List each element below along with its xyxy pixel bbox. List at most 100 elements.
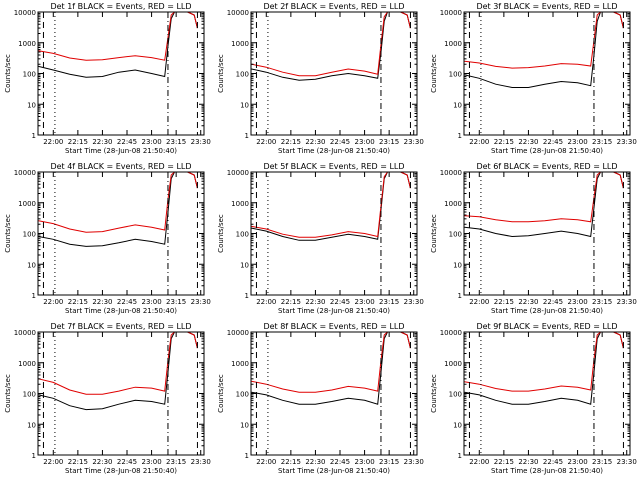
y-axis-label: Counts/sec	[217, 214, 225, 253]
y-tick-label: 1000	[444, 360, 462, 368]
x-tick-label: 22:00	[256, 458, 276, 466]
x-tick-label: 22:00	[469, 458, 489, 466]
x-tick-label: 23:00	[141, 298, 161, 306]
y-tick-label: 100	[449, 391, 462, 399]
y-tick-label: 1	[245, 132, 249, 140]
plot-frame	[250, 331, 418, 456]
y-tick-label: 100	[236, 71, 249, 79]
y-tick-label: 1	[32, 292, 36, 300]
panel-title: Det 4f BLACK = Events, RED = LLD	[50, 162, 191, 171]
y-tick-label: 10	[27, 421, 36, 429]
y-tick-label: 100	[236, 391, 249, 399]
x-tick-label: 23:30	[404, 138, 424, 146]
x-axis-label: Start Time (28-Jun-08 21:50:40)	[491, 467, 603, 475]
y-tick-label: 10000	[227, 169, 249, 177]
y-tick-label: 10	[453, 261, 462, 269]
x-tick-label: 22:45	[330, 458, 350, 466]
y-tick-label: 100	[23, 391, 36, 399]
panel-title: Det 1f BLACK = Events, RED = LLD	[50, 2, 191, 11]
y-tick-label: 1000	[18, 40, 36, 48]
x-tick-label: 22:30	[92, 298, 112, 306]
y-axis-label: Counts/sec	[430, 214, 438, 253]
events-series-line	[464, 332, 624, 405]
y-axis-label: Counts/sec	[217, 374, 225, 413]
y-tick-label: 10	[240, 421, 249, 429]
detector-panel: Det 4f BLACK = Events, RED = LLD 1 10 100 10…	[4, 162, 211, 315]
events-series-line	[251, 12, 411, 81]
events-series-line	[38, 172, 198, 247]
y-tick-label: 1000	[18, 360, 36, 368]
y-tick-label: 1000	[231, 200, 249, 208]
y-tick-label: 10	[27, 261, 36, 269]
plot-frame	[250, 171, 418, 296]
x-tick-label: 23:00	[354, 298, 374, 306]
y-tick-label: 1000	[444, 40, 462, 48]
x-tick-label: 22:30	[305, 298, 325, 306]
panel-title: Det 9f BLACK = Events, RED = LLD	[476, 322, 617, 331]
x-tick-label: 23:30	[617, 138, 637, 146]
x-tick-label: 22:00	[469, 298, 489, 306]
x-tick-label: 23:30	[404, 298, 424, 306]
events-series-line	[38, 332, 198, 411]
plot-frame	[463, 11, 631, 136]
x-tick-label: 22:15	[494, 138, 514, 146]
y-tick-label: 1000	[231, 360, 249, 368]
plot-frame	[37, 331, 205, 456]
detector-panel: Det 7f BLACK = Events, RED = LLD 1 10 100 10…	[4, 322, 211, 475]
detector-panel: Det 2f BLACK = Events, RED = LLD 1 10 100 10…	[217, 2, 424, 155]
x-tick-label: 22:15	[281, 298, 301, 306]
x-tick-label: 23:00	[141, 138, 161, 146]
x-tick-label: 22:00	[256, 138, 276, 146]
lld-series-line	[464, 12, 624, 69]
y-tick-label: 1	[458, 292, 462, 300]
x-tick-label: 23:30	[617, 298, 637, 306]
panel-title: Det 8f BLACK = Events, RED = LLD	[263, 322, 404, 331]
x-tick-label: 22:45	[543, 298, 563, 306]
detector-panel: Det 3f BLACK = Events, RED = LLD 1 10 100 10…	[430, 2, 637, 155]
detector-panel: Det 5f BLACK = Events, RED = LLD 1 10 100 10…	[217, 162, 424, 315]
lld-series-line	[464, 172, 624, 223]
x-tick-label: 22:30	[518, 298, 538, 306]
y-tick-label: 10000	[14, 169, 36, 177]
x-tick-label: 23:00	[567, 458, 587, 466]
x-tick-label: 23:15	[166, 298, 186, 306]
x-tick-label: 22:15	[281, 458, 301, 466]
x-tick-label: 22:15	[68, 138, 88, 146]
panel-title: Det 2f BLACK = Events, RED = LLD	[263, 2, 404, 11]
events-series-line	[464, 12, 624, 88]
x-tick-label: 22:45	[330, 298, 350, 306]
detector-panel: Det 8f BLACK = Events, RED = LLD 1 10 100 10…	[217, 322, 424, 475]
x-tick-label: 22:30	[518, 138, 538, 146]
lld-series-line	[251, 172, 411, 238]
x-tick-label: 23:00	[567, 298, 587, 306]
y-tick-label: 10	[240, 101, 249, 109]
x-axis-label: Start Time (28-Jun-08 21:50:40)	[65, 467, 177, 475]
x-tick-label: 22:45	[543, 138, 563, 146]
panel-title: Det 6f BLACK = Events, RED = LLD	[476, 162, 617, 171]
x-tick-label: 22:00	[256, 298, 276, 306]
y-tick-label: 1	[32, 452, 36, 460]
y-tick-label: 1	[32, 132, 36, 140]
x-axis-label: Start Time (28-Jun-08 21:50:40)	[65, 147, 177, 155]
x-tick-label: 23:30	[617, 458, 637, 466]
plot-frame	[250, 11, 418, 136]
y-tick-label: 100	[23, 71, 36, 79]
x-axis-label: Start Time (28-Jun-08 21:50:40)	[278, 147, 390, 155]
x-tick-label: 23:15	[592, 298, 612, 306]
y-axis-label: Counts/sec	[430, 54, 438, 93]
y-tick-label: 10000	[227, 9, 249, 17]
y-axis-label: Counts/sec	[4, 374, 12, 413]
y-tick-label: 10	[453, 101, 462, 109]
y-tick-label: 10000	[14, 329, 36, 337]
x-tick-label: 23:15	[379, 458, 399, 466]
plot-frame	[37, 171, 205, 296]
y-tick-label: 100	[236, 231, 249, 239]
x-tick-label: 23:30	[191, 138, 211, 146]
detector-panel: Det 1f BLACK = Events, RED = LLD 1 10 100 10…	[4, 2, 211, 155]
x-tick-label: 22:00	[43, 138, 63, 146]
y-tick-label: 1000	[231, 40, 249, 48]
x-tick-label: 22:15	[281, 138, 301, 146]
x-tick-label: 23:00	[354, 458, 374, 466]
x-tick-label: 22:30	[92, 138, 112, 146]
panel-title: Det 7f BLACK = Events, RED = LLD	[50, 322, 191, 331]
